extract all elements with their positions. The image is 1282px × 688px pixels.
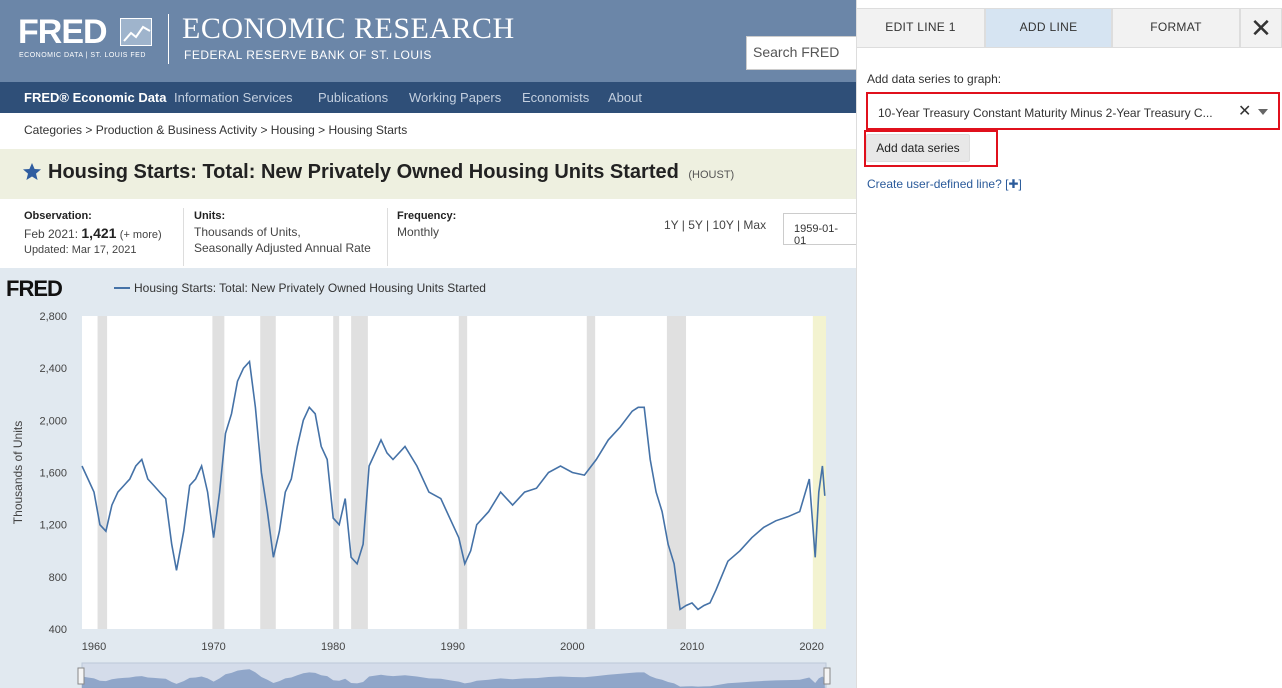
add-data-series-button[interactable]: Add data series — [866, 134, 970, 162]
recession-band — [812, 316, 826, 629]
chart-fred-logo: FRED — [6, 276, 63, 301]
x-tick-label: 1960 — [82, 641, 106, 653]
series-id: (HOUST) — [688, 169, 735, 181]
frequency-value: Monthly — [397, 225, 440, 239]
search-input[interactable]: Search FRED — [746, 36, 856, 70]
units-line-2: Seasonally Adjusted Annual Rate — [194, 241, 371, 255]
navigator-handle-left — [77, 667, 85, 685]
bank-subtitle: FEDERAL RESERVE BANK OF ST. LOUIS — [184, 48, 432, 62]
housing-starts-chart[interactable]: 400 800 1,200 1,600 2,000 2,400 2,800 1960 1970 1… — [0, 300, 856, 688]
site-header: FRED ECONOMIC DATA | ST. LOUIS FED ECONO… — [0, 0, 856, 82]
y-tick-label: 1,200 — [39, 520, 67, 532]
y-tick-label: 2,800 — [39, 311, 67, 323]
nav-publications[interactable]: Publications — [318, 90, 389, 105]
series-title-band: Housing Starts: Total: New Privately Own… — [0, 149, 856, 199]
breadcrumb[interactable]: Categories > Production & Business Activ… — [24, 123, 408, 137]
x-tick-label: 1970 — [201, 641, 225, 653]
user-line-text[interactable]: Create user-defined line? [ — [867, 177, 1009, 191]
recession-band — [260, 316, 276, 629]
observation-label: Observation: — [24, 210, 92, 222]
y-tick-label: 2,000 — [39, 415, 67, 427]
observation-value: Feb 2021: 1,421 (+ more) — [24, 225, 162, 241]
x-tick-label: 2000 — [560, 641, 584, 653]
observation-more-link[interactable]: (+ more) — [119, 229, 162, 241]
main-nav: FRED® Economic Data Information Services… — [0, 82, 856, 113]
plot-background — [82, 316, 826, 629]
updated-date: Updated: Mar 17, 2021 — [24, 244, 137, 256]
x-tick-label: 1980 — [321, 641, 345, 653]
nav-working-papers[interactable]: Working Papers — [409, 90, 502, 105]
tab-format[interactable]: FORMAT — [1112, 8, 1240, 48]
header-divider — [168, 14, 169, 64]
fred-logo-chart-icon — [120, 18, 152, 46]
star-icon[interactable] — [22, 162, 42, 182]
y-tick-label: 1,600 — [39, 468, 67, 480]
meta-separator — [387, 208, 388, 266]
y-tick-label: 400 — [49, 624, 67, 636]
nav-about[interactable]: About — [608, 90, 642, 105]
x-tick-label: 2020 — [799, 641, 823, 653]
range-links[interactable]: 1Y | 5Y | 10Y | Max — [664, 218, 767, 232]
nav-economists[interactable]: Economists — [522, 90, 590, 105]
recession-band — [333, 316, 340, 629]
meta-separator — [183, 208, 184, 266]
nav-fred-economic-data[interactable]: FRED® Economic Data — [24, 90, 167, 105]
add-series-label: Add data series to graph: — [867, 72, 1002, 86]
fred-logo[interactable]: FRED — [18, 13, 108, 51]
tab-edit-line-1[interactable]: EDIT LINE 1 — [856, 8, 985, 48]
close-panel-button[interactable]: ✕ — [1240, 8, 1282, 48]
navigator-area — [82, 669, 825, 688]
frequency-label: Frequency: — [397, 210, 457, 222]
selected-series-value: 10-Year Treasury Constant Maturity Minus… — [878, 106, 1213, 120]
recession-band — [212, 316, 225, 629]
recession-band — [586, 316, 596, 629]
recession-band — [97, 316, 108, 629]
plus-icon[interactable]: ✚ — [1008, 177, 1019, 191]
chevron-down-icon[interactable] — [1258, 109, 1268, 115]
x-tick-label: 1990 — [441, 641, 465, 653]
units-label: Units: — [194, 210, 226, 222]
y-tick-label: 2,400 — [39, 363, 67, 375]
recession-band — [666, 316, 687, 629]
y-tick-label: 800 — [49, 572, 67, 584]
series-select-dropdown[interactable]: 10-Year Treasury Constant Maturity Minus… — [866, 92, 1280, 130]
y-axis-label: Thousands of Units — [11, 421, 25, 524]
observation-number: 1,421 — [81, 225, 117, 241]
create-user-defined-line-link[interactable]: Create user-defined line? [✚] — [867, 177, 1022, 191]
series-title: Housing Starts: Total: New Privately Own… — [48, 161, 734, 184]
units-line-1: Thousands of Units, — [194, 225, 301, 239]
recession-band — [351, 316, 368, 629]
legend-swatch — [114, 287, 130, 289]
fred-logo-subtitle: ECONOMIC DATA | ST. LOUIS FED — [19, 52, 146, 59]
x-tick-label: 2010 — [680, 641, 704, 653]
economic-research-title[interactable]: ECONOMIC RESEARCH — [182, 12, 515, 45]
series-title-text: Housing Starts: Total: New Privately Own… — [48, 161, 679, 183]
observation-period: Feb 2021: — [24, 227, 79, 241]
nav-information-services[interactable]: Information Services — [174, 90, 293, 105]
clear-selection-icon[interactable]: ✕ — [1238, 103, 1252, 120]
user-line-bracket: ] — [1018, 177, 1022, 191]
chart-legend: Housing Starts: Total: New Privately Own… — [134, 281, 486, 295]
navigator-handle-right — [823, 667, 831, 685]
recession-band — [458, 316, 468, 629]
start-date-input[interactable]: 1959-01-01 — [783, 213, 856, 247]
series-line — [81, 359, 826, 611]
add-button-highlight — [864, 130, 998, 167]
tab-add-line[interactable]: ADD LINE — [985, 8, 1112, 48]
